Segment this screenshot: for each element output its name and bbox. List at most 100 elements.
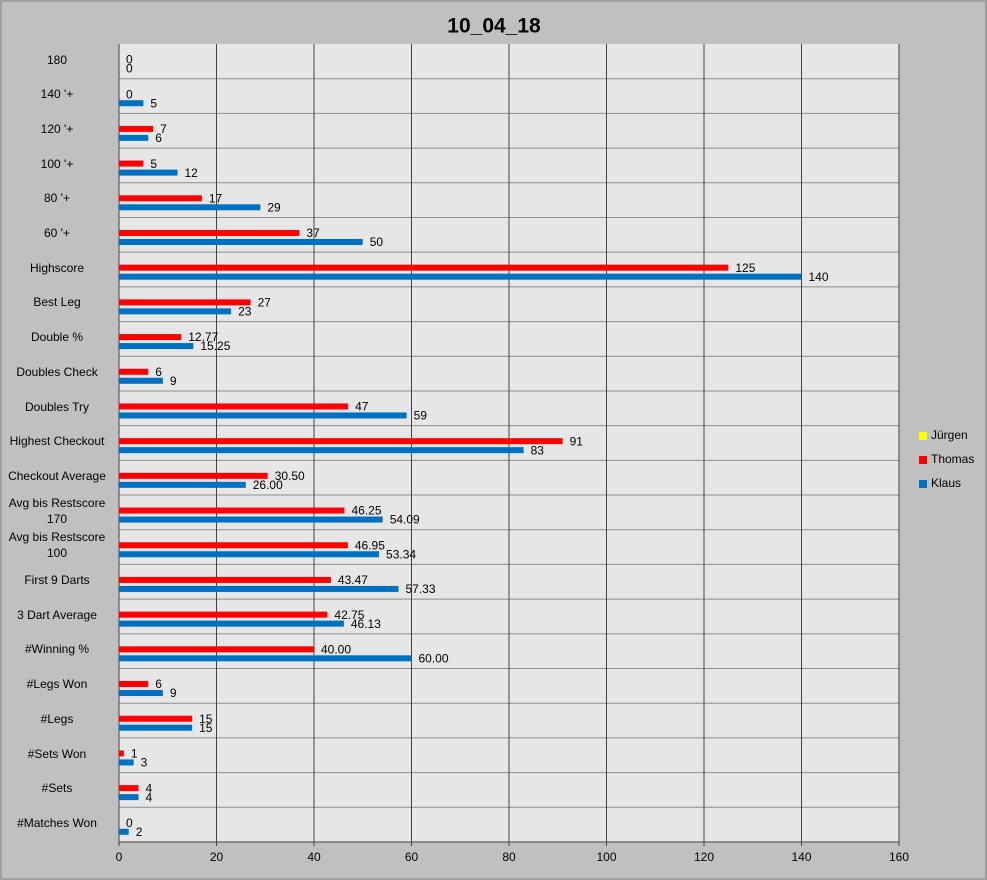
- legend-swatch: [919, 480, 927, 488]
- bar: [119, 308, 232, 315]
- data-label: 17: [209, 191, 223, 205]
- legend-label: Jürgen: [931, 428, 968, 442]
- bar: [119, 160, 144, 167]
- data-label: 6: [155, 677, 162, 691]
- bar: [119, 828, 129, 835]
- y-tick-label: Highscore: [29, 260, 85, 275]
- data-label: 15: [199, 721, 213, 735]
- bar: [119, 229, 300, 236]
- data-label: 0: [126, 816, 133, 830]
- bar: [119, 690, 163, 697]
- legend-label: Thomas: [931, 452, 974, 466]
- bar: [119, 100, 144, 107]
- bar: [119, 134, 149, 141]
- bar: [119, 759, 134, 766]
- data-label: 53.34: [386, 547, 416, 561]
- chart-title: 10_04_18: [447, 15, 541, 38]
- data-label: 12: [185, 166, 199, 180]
- data-label: 125: [735, 261, 755, 275]
- data-label: 9: [170, 374, 177, 388]
- legend-label: Klaus: [931, 476, 961, 490]
- data-label: 0: [126, 62, 133, 76]
- data-label: 5: [150, 96, 157, 110]
- data-label: 2: [136, 825, 143, 839]
- y-tick-label: Doubles Try: [24, 399, 90, 414]
- y-tick-label: #Sets Won: [27, 746, 87, 761]
- bar: [119, 438, 563, 445]
- data-label: 15: [199, 712, 213, 726]
- x-tick-label: 20: [210, 850, 224, 864]
- bar: [119, 794, 139, 801]
- bar: [119, 412, 407, 419]
- data-label: 27: [258, 296, 272, 310]
- bar: [119, 368, 149, 375]
- data-label: 54.09: [390, 513, 420, 527]
- data-label: 29: [267, 200, 281, 214]
- bar: [119, 264, 729, 271]
- y-tick-label: 120 '+: [40, 122, 74, 136]
- data-label: 50: [370, 235, 384, 249]
- y-tick-label: 80 '+: [44, 191, 70, 206]
- data-label: 4: [146, 781, 153, 795]
- data-label: 0: [126, 53, 133, 67]
- y-tick-label: Highest Checkout: [9, 434, 105, 449]
- data-label: 1: [131, 747, 138, 761]
- data-label: 43.47: [338, 573, 368, 587]
- data-label: 42.75: [334, 608, 364, 622]
- bar: [119, 750, 124, 757]
- bar: [119, 724, 193, 731]
- bar: [119, 299, 251, 306]
- x-tick-label: 40: [307, 850, 321, 864]
- bar: [119, 125, 154, 132]
- y-tick-label: 180: [46, 52, 68, 67]
- bar: [119, 472, 268, 479]
- y-tick-label: #Winning %: [24, 642, 90, 657]
- bar: [119, 507, 345, 514]
- data-label: 6: [155, 365, 162, 379]
- x-tick-label: 120: [694, 850, 714, 864]
- bar: [119, 447, 524, 454]
- data-label: 23: [238, 305, 252, 319]
- bar: [119, 238, 363, 245]
- bar: [119, 611, 328, 618]
- data-label: 5: [150, 157, 157, 171]
- x-tick-label: 160: [889, 850, 909, 864]
- data-label: 26.00: [253, 478, 283, 492]
- y-tick-label: 140 '+: [40, 87, 74, 102]
- bar: [119, 576, 331, 583]
- bar: [119, 620, 344, 627]
- y-tick-label: Double %: [30, 330, 84, 345]
- x-tick-label: 100: [596, 850, 616, 864]
- data-label: 57.33: [405, 582, 435, 596]
- data-label: 12.77: [188, 330, 218, 344]
- bar: [119, 646, 314, 653]
- data-label: 7: [160, 122, 167, 136]
- bar: [119, 715, 193, 722]
- data-label: 91: [570, 434, 584, 448]
- data-label: 46.25: [351, 504, 381, 518]
- bar: [119, 273, 802, 280]
- bar: [119, 481, 246, 488]
- data-label: 37: [306, 226, 320, 240]
- data-label: 83: [531, 443, 545, 457]
- x-tick-label: 140: [791, 850, 811, 864]
- y-tick-label: 3 Dart Average: [17, 607, 97, 622]
- bar: [119, 785, 139, 792]
- bar: [119, 542, 348, 549]
- data-label: 9: [170, 686, 177, 700]
- bar: [119, 403, 349, 410]
- data-label: 6: [155, 131, 162, 145]
- y-tick-label: #Sets: [41, 781, 73, 796]
- data-label: 30.50: [275, 469, 305, 483]
- data-label: 46.95: [355, 538, 385, 552]
- x-tick-label: 0: [116, 850, 123, 864]
- data-label: 3: [141, 756, 148, 770]
- y-tick-label: Avg bis Restscore 100: [8, 530, 106, 561]
- bar: [119, 681, 149, 688]
- data-label: 0: [126, 87, 133, 101]
- bar: [119, 377, 163, 384]
- y-tick-label: #Legs: [40, 711, 74, 726]
- bar: [119, 204, 261, 211]
- data-label: 60.00: [419, 651, 449, 665]
- y-tick-label: Doubles Check: [16, 364, 98, 379]
